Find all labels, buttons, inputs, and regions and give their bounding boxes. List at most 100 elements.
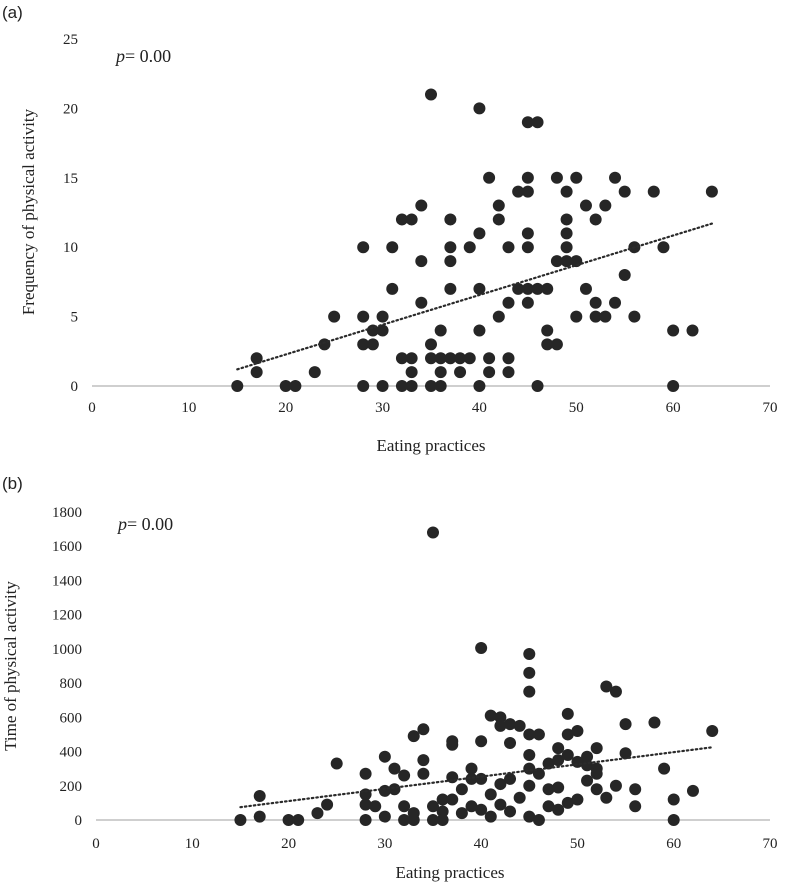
panel-a-x-tick-label: 70 [763, 400, 778, 416]
panel-b-data-point [388, 783, 401, 796]
panel-b-label: (b) [2, 474, 23, 493]
panel-b-data-point [504, 718, 517, 731]
panel-b-data-point [581, 750, 594, 763]
panel-b: (b) p= 0.00 Eating practices Time of phy… [1, 474, 778, 882]
panel-a-data-point [444, 241, 457, 254]
panel-b-data-point [465, 772, 478, 785]
panel-a-y-tick-label: 25 [63, 32, 78, 48]
panel-b-data-point [407, 730, 420, 743]
panel-b-data-point [359, 798, 372, 811]
panel-a-data-point [415, 255, 428, 268]
panel-b-data-point [561, 707, 574, 720]
panel-b-data-point [523, 728, 536, 741]
panel-a-x-tick-label: 50 [569, 400, 584, 416]
panel-a-data-point [425, 338, 437, 351]
panel-a-data-point [425, 380, 437, 392]
panel-b-data-point [378, 810, 391, 823]
panel-b-p-symbol: p [116, 514, 127, 534]
panel-b-data-point [504, 805, 517, 818]
panel-b-data-point [706, 725, 719, 738]
panel-b-data-point [600, 680, 613, 693]
panel-b-data-point [523, 648, 536, 661]
panel-b-data-point [494, 711, 507, 724]
panel-a-data-point [473, 227, 486, 240]
panel-a-data-point [386, 282, 399, 295]
panel-a-data-point [579, 199, 592, 212]
panel-b-data-point [475, 735, 488, 748]
panel-b-x-tick-label: 60 [666, 836, 681, 852]
panel-a-trendline [236, 222, 713, 371]
panel-a-data-point [589, 296, 602, 309]
panel-b-y-tick-label: 1800 [52, 505, 82, 521]
panel-a-p-text: = 0.00 [125, 46, 171, 66]
panel-a-data-point [454, 366, 467, 379]
panel-b-data-point [532, 767, 545, 780]
panel-a-data-point [473, 102, 486, 115]
panel-b-data-point [475, 803, 488, 816]
panel-a-data-point [521, 282, 534, 295]
panel-a-x-tick-label: 60 [666, 400, 681, 416]
panel-b-x-tick-label: 40 [474, 836, 489, 852]
panel-b-data-point [523, 685, 536, 698]
panel-b-data-point [484, 709, 497, 722]
panel-a-data-point [405, 380, 418, 392]
panel-b-data-point [282, 814, 295, 826]
panel-b-data-point [523, 810, 536, 823]
panel-a-data-point [483, 171, 496, 184]
panel-a-data-point [657, 241, 670, 254]
panel-a-data-point [250, 352, 263, 365]
panel-a-x-tick-label: 30 [375, 400, 390, 416]
panel-b-data-point [369, 800, 382, 813]
panel-b-data-point [619, 747, 632, 760]
panel-b-data-point [504, 737, 517, 749]
panel-b-data-point [475, 642, 488, 655]
panel-a-data-point [279, 380, 292, 392]
panel-a-data-point [531, 380, 544, 392]
panel-a-data-point [512, 282, 525, 295]
panel-b-data-point [609, 685, 622, 698]
panel-a-p-value: p= 0.00 [114, 46, 171, 66]
panel-b-x-tick-label: 30 [377, 836, 392, 852]
panel-b-data-point [609, 779, 622, 792]
panel-b-data-point [253, 790, 266, 803]
panel-b-y-tick-label: 1000 [52, 642, 82, 658]
panel-a-data-point [492, 213, 505, 226]
panel-a-data-point [618, 268, 631, 281]
panel-b-data-point [494, 778, 507, 791]
panel-a-data-point [541, 324, 554, 337]
panel-b-data-point [484, 810, 497, 823]
panel-a-data-point [541, 282, 554, 295]
panel-b-data-point [417, 723, 430, 736]
panel-a-y-tick-label: 0 [71, 379, 79, 395]
panel-a-y-axis-title: Frequency of physical activity [19, 108, 38, 315]
panel-a-data-point [386, 241, 399, 254]
panel-a-data-point [521, 227, 534, 240]
panel-b-x-tick-label: 20 [281, 836, 296, 852]
panel-a-data-point [463, 352, 476, 365]
panel-b-data-point [532, 728, 545, 741]
panel-a-data-point [502, 352, 515, 365]
panel-b-data-point [436, 793, 449, 806]
panel-a-data-point [463, 241, 476, 254]
panel-a-label: (a) [2, 3, 23, 22]
panel-b-data-point [561, 748, 574, 761]
panel-a-data-point [560, 185, 573, 198]
panel-b-data-point [494, 798, 507, 811]
panel-b-data-point [465, 762, 478, 775]
panel-b-x-tick-label: 70 [763, 836, 778, 852]
panel-a-data-point [328, 310, 341, 323]
panel-a-data-point [415, 296, 428, 309]
panel-a-data-point [405, 352, 418, 365]
panel-b-data-point [552, 781, 565, 794]
panel-a-data-point [599, 310, 612, 323]
panel-b-data-point [455, 783, 468, 796]
panel-a-data-point [405, 366, 418, 379]
panel-b-data-point [590, 783, 603, 796]
panel-a-data-point [357, 380, 370, 392]
panel-b-data-point [398, 814, 411, 826]
panel-b-data-point [427, 814, 439, 826]
panel-a-data-point [521, 171, 534, 184]
panel-a: (a) p= 0.00 Eating practices Frequency o… [2, 3, 778, 455]
panel-b-x-axis-title: Eating practices [395, 863, 504, 882]
panel-a-data-point [492, 199, 505, 212]
